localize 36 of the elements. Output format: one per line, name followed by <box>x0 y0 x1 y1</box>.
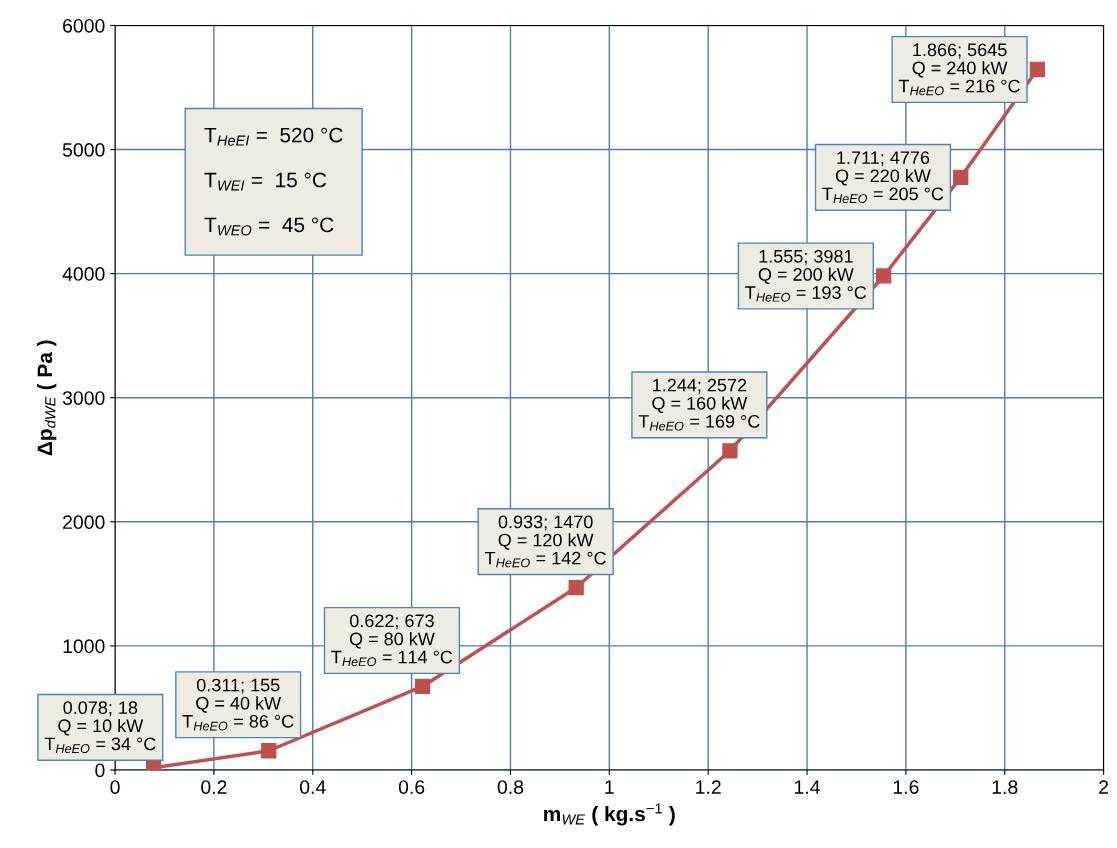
point <box>1029 61 1046 78</box>
y-tick-label: 6000 <box>63 18 105 33</box>
x-tick-label: 1.6 <box>893 780 919 794</box>
x-tick-label: 0.2 <box>201 780 227 794</box>
annotation: 1.244; 2572 Q = 160 kW T$_{HeEO}$ = 169 °C <box>638 378 760 431</box>
x-tick-label: 1.2 <box>696 780 721 794</box>
point <box>876 268 892 284</box>
y-tick-label: 3000 <box>62 391 105 405</box>
annotation: 1.555; 3981 Q = 200 kW T$_{HeEO}$ = 193 °C <box>745 249 867 302</box>
x-tick-label: 0.4 <box>300 780 326 794</box>
point <box>722 443 738 459</box>
x-tick-label: 1.8 <box>992 780 1018 794</box>
x-tick-label: 1 <box>605 780 614 794</box>
y-tick-label: 2000 <box>63 515 105 530</box>
x-tick-label: 2 <box>1099 780 1109 794</box>
point <box>568 579 584 596</box>
point <box>414 678 431 695</box>
annotation: 0.311; 155 Q = 40 kW T$_{HeEO}$ = 86 °C <box>182 678 294 731</box>
annotation: 1.711; 4776 Q = 220 kW T$_{HeEO}$ = 205 °C <box>822 151 944 204</box>
y-axis-title: Δp$_{dWE}$ ( Pa ) <box>36 340 57 456</box>
x-axis-title: m$_{WE}$ ( kg.s$^{−1}$ ) <box>544 803 675 826</box>
text: T$_{HeEI}$ = 520 °C T$_{WEI}$ = 15 °C T$_{WEO}$ = 45 °C <box>204 127 343 236</box>
annotation: 1.866; 5645 Q = 240 kW T$_{HeEO}$ = 216 °C <box>898 43 1020 96</box>
x-tick-label: 0 <box>110 780 120 794</box>
point <box>261 743 277 759</box>
annotation: 0.078; 18 Q = 10 kW T$_{HeEO}$ = 34 °C <box>44 701 156 754</box>
point <box>953 169 969 185</box>
y-tick-label: 0 <box>95 763 105 778</box>
annotation: 0.622; 673 Q = 80 kW T$_{HeEO}$ = 114 °C <box>331 614 453 667</box>
y-tick-label: 4000 <box>62 267 105 281</box>
annotation: 0.933; 1470 Q = 120 kW T$_{HeEO}$ = 142 °C <box>484 515 606 568</box>
x-tick-label: 1.4 <box>795 780 820 794</box>
x-tick-label: 0.6 <box>398 780 425 794</box>
y-tick-label: 5000 <box>62 143 105 157</box>
y-tick-label: 1000 <box>63 639 105 654</box>
x-tick-label: 0.8 <box>497 780 524 794</box>
